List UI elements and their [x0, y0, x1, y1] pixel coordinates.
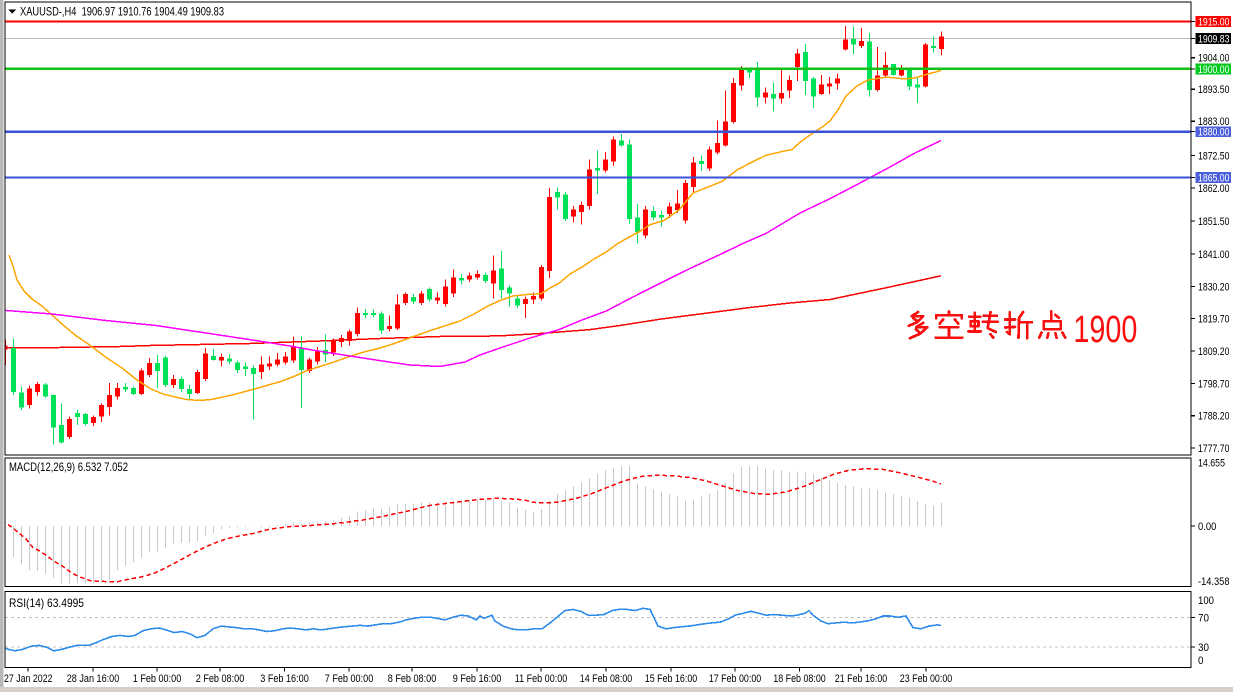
svg-text:XAUUSD-,H4 1906.97 1910.76 19: XAUUSD-,H4 1906.97 1910.76 1904.49 1909.… — [20, 4, 224, 18]
svg-text:1777.70: 1777.70 — [1198, 443, 1230, 455]
svg-text:1 Feb 00:00: 1 Feb 00:00 — [133, 673, 182, 685]
svg-text:30: 30 — [1198, 642, 1209, 654]
svg-text:1851.50: 1851.50 — [1198, 216, 1230, 228]
svg-text:21 Feb 16:00: 21 Feb 16:00 — [835, 673, 888, 685]
svg-text:11 Feb 00:00: 11 Feb 00:00 — [515, 673, 568, 685]
svg-text:2 Feb 08:00: 2 Feb 08:00 — [196, 673, 245, 685]
svg-text:1865.00: 1865.00 — [1198, 172, 1230, 184]
svg-text:0.00: 0.00 — [1198, 521, 1216, 533]
svg-text:100: 100 — [1198, 595, 1214, 607]
svg-text:1788.20: 1788.20 — [1198, 411, 1230, 423]
svg-text:1893.50: 1893.50 — [1198, 84, 1230, 96]
svg-text:0: 0 — [1198, 655, 1204, 667]
svg-text:1862.00: 1862.00 — [1198, 183, 1230, 195]
svg-text:8 Feb 08:00: 8 Feb 08:00 — [388, 673, 437, 685]
svg-text:14.655: 14.655 — [1198, 457, 1225, 469]
svg-text:7 Feb 00:00: 7 Feb 00:00 — [325, 673, 374, 685]
svg-text:28 Jan 16:00: 28 Jan 16:00 — [67, 673, 120, 685]
svg-text:1915.00: 1915.00 — [1198, 16, 1230, 28]
svg-text:3 Feb 16:00: 3 Feb 16:00 — [260, 673, 309, 685]
svg-text:1809.20: 1809.20 — [1198, 346, 1230, 358]
svg-text:1872.50: 1872.50 — [1198, 150, 1230, 162]
svg-text:1841.00: 1841.00 — [1198, 249, 1230, 261]
svg-text:27 Jan 2022: 27 Jan 2022 — [4, 673, 53, 685]
svg-text:18 Feb 08:00: 18 Feb 08:00 — [773, 673, 826, 685]
svg-text:1880.00: 1880.00 — [1198, 127, 1230, 139]
svg-text:1798.70: 1798.70 — [1198, 378, 1230, 390]
svg-text:23 Feb 00:00: 23 Feb 00:00 — [900, 673, 953, 685]
svg-text:70: 70 — [1198, 612, 1209, 624]
svg-text:17 Feb 00:00: 17 Feb 00:00 — [709, 673, 762, 685]
svg-text:14 Feb 08:00: 14 Feb 08:00 — [580, 673, 633, 685]
svg-text:RSI(14) 63.4995: RSI(14) 63.4995 — [9, 596, 84, 610]
svg-text:15 Feb 16:00: 15 Feb 16:00 — [645, 673, 698, 685]
svg-text:1900: 1900 — [1073, 309, 1137, 351]
svg-text:MACD(12,26,9) 6.532 7.052: MACD(12,26,9) 6.532 7.052 — [9, 460, 128, 474]
svg-text:1830.20: 1830.20 — [1198, 281, 1230, 293]
svg-text:-14.358: -14.358 — [1198, 576, 1230, 588]
svg-text:9 Feb 16:00: 9 Feb 16:00 — [453, 673, 502, 685]
svg-text:1819.70: 1819.70 — [1198, 314, 1230, 326]
svg-text:1904.00: 1904.00 — [1198, 53, 1230, 65]
svg-text:1909.83: 1909.83 — [1198, 33, 1230, 45]
svg-text:1883.00: 1883.00 — [1198, 116, 1230, 128]
svg-text:1900.00: 1900.00 — [1198, 64, 1230, 76]
